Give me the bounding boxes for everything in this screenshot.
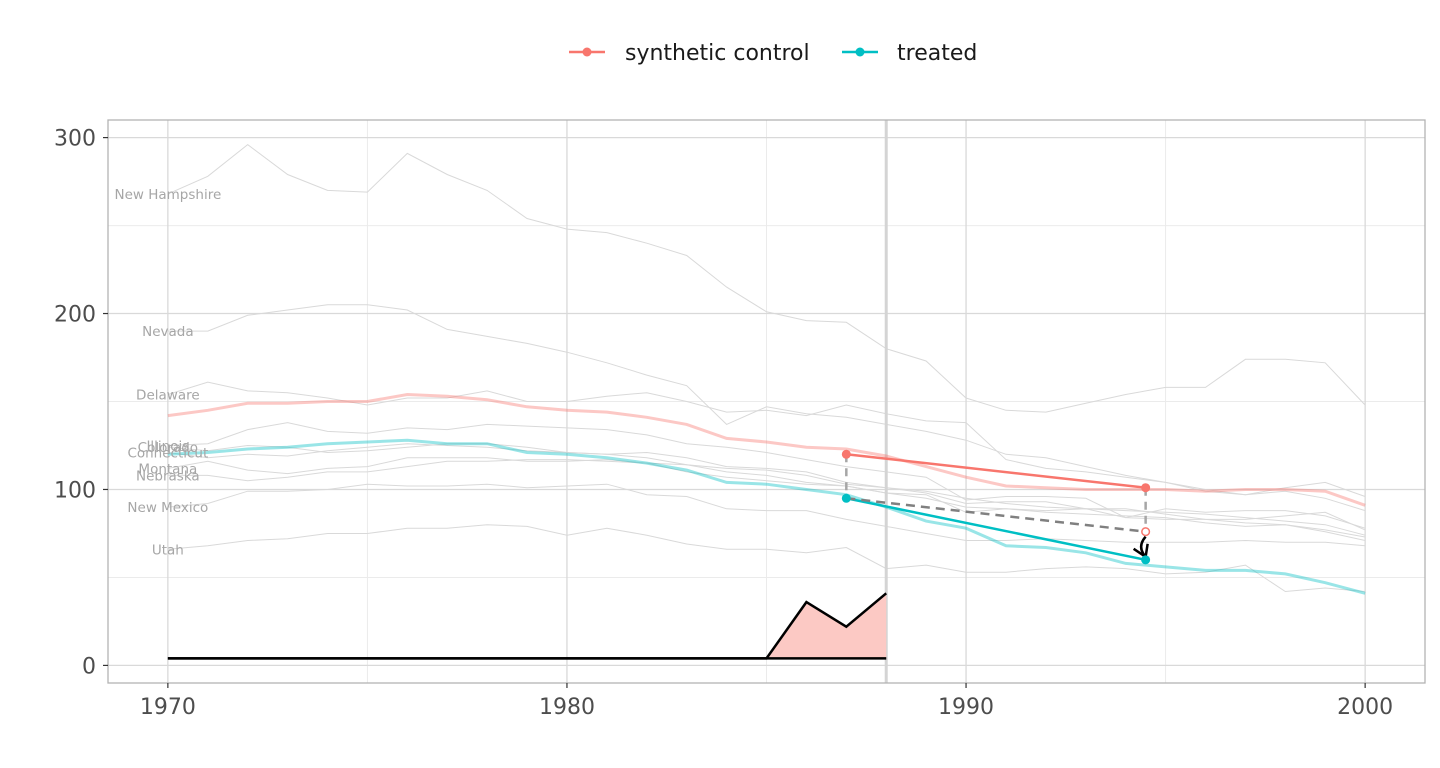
projected-synthetic-point	[1141, 527, 1151, 537]
y-axis-tick-labels: 0 100 200 300	[54, 127, 108, 679]
x-axis-tick-labels: 1970 1980 1990 2000	[140, 683, 1393, 720]
legend-label-synthetic-control: synthetic control	[625, 41, 810, 66]
x-tick-label: 2000	[1337, 695, 1393, 720]
treated-highlight-segment	[846, 497, 1146, 562]
legend-label-treated: treated	[897, 41, 977, 66]
donor-label: Colorado	[138, 440, 198, 456]
donor-label: Nevada	[142, 324, 194, 340]
treated-point	[841, 493, 851, 503]
donor-label: Utah	[152, 542, 184, 558]
donor-line	[167, 143, 1366, 413]
x-tick-label: 1970	[140, 695, 196, 720]
y-tick-label: 100	[54, 478, 96, 503]
panel-content	[167, 120, 1366, 683]
donor-label: Delaware	[136, 387, 200, 403]
donor-label: New Mexico	[127, 500, 208, 516]
y-tick-label: 200	[54, 303, 96, 328]
projection-dashed-line	[846, 497, 1146, 533]
x-tick-label: 1990	[938, 695, 994, 720]
y-tick-label: 300	[54, 127, 96, 152]
panel-border	[107, 119, 1426, 684]
legend-entry-synthetic-control: synthetic control	[569, 41, 810, 66]
donor-line	[167, 457, 1366, 531]
synthetic-highlight-segment	[846, 453, 1146, 489]
synthetic-line-faded	[167, 392, 1366, 507]
donor-label: Connecticut	[127, 446, 208, 462]
legend-key-point-treated	[855, 47, 865, 57]
donor-label: Nebraska	[136, 468, 200, 484]
x-tick-label: 1980	[539, 695, 595, 720]
treated-line-faded	[167, 438, 1366, 595]
y-tick-label: 0	[82, 654, 96, 679]
legend-entry-treated: treated	[842, 41, 977, 66]
donor-line	[167, 459, 1366, 541]
donor-line	[167, 422, 1366, 529]
donor-label: Montana	[138, 461, 197, 477]
donor-label: Illinois	[146, 438, 189, 454]
synthetic-point	[841, 449, 851, 459]
synthetic-point	[1141, 483, 1151, 493]
donor-line	[167, 483, 1366, 547]
donor-line	[167, 381, 1366, 512]
donor-line	[167, 443, 1366, 538]
treated-point	[1141, 555, 1151, 565]
legend: synthetic control treated	[569, 41, 977, 66]
donor-label: New Hampshire	[114, 187, 221, 203]
donor-line	[167, 524, 1366, 593]
donor-line	[167, 443, 1366, 536]
legend-key-point-synthetic	[582, 47, 592, 57]
donor-labels: New Hampshire Nevada Delaware IllinoisColor…	[114, 187, 221, 558]
weights-area	[167, 593, 887, 659]
plot-panel: New Hampshire Nevada Delaware IllinoisColor…	[107, 119, 1426, 684]
